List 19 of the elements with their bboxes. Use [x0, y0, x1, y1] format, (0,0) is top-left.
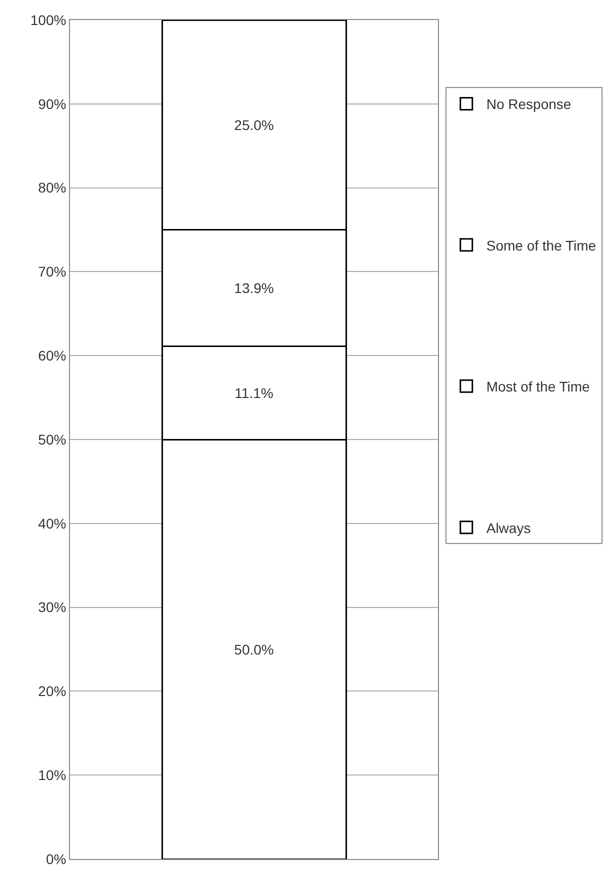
data-label: 13.9%	[234, 280, 274, 296]
y-tick-label: 60%	[38, 348, 66, 364]
legend-label: Most of the Time	[486, 378, 590, 395]
y-tick-label: 100%	[30, 12, 66, 28]
y-tick-label: 0%	[46, 850, 66, 867]
legend-label: Always	[486, 520, 531, 536]
legend-label: No Response	[486, 96, 572, 112]
y-tick-label: 90%	[38, 96, 66, 112]
y-tick-label: 10%	[38, 767, 66, 783]
y-tick-label: 20%	[38, 683, 66, 700]
y-tick-label: 50%	[38, 431, 66, 448]
y-tick-label: 70%	[38, 264, 66, 280]
y-tick-label: 80%	[38, 180, 66, 196]
legend-label: Some of the Time	[486, 237, 596, 254]
data-label: 50.0%	[234, 641, 274, 658]
y-tick-label: 30%	[38, 599, 66, 616]
data-label: 25.0%	[234, 116, 274, 133]
data-label: 11.1%	[234, 384, 274, 401]
y-tick-label: 40%	[38, 515, 66, 532]
